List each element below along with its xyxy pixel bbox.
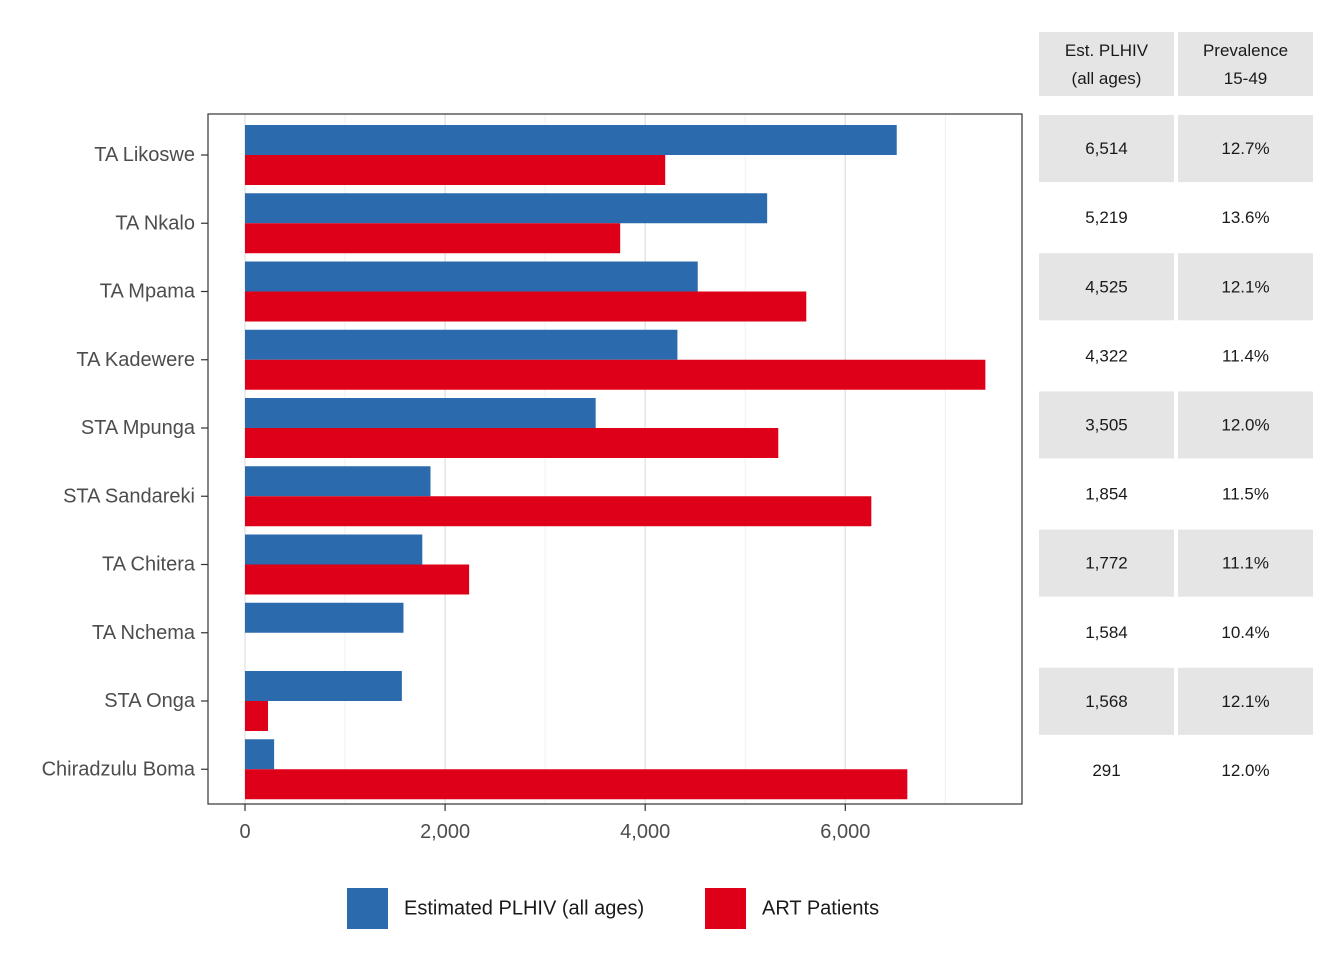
table-header-cell xyxy=(1039,32,1174,96)
y-tick-label: TA Likoswe xyxy=(94,144,195,166)
table-cell xyxy=(1039,115,1174,183)
y-tick-label: TA Nchema xyxy=(92,622,196,644)
table-value-plhiv: 1,584 xyxy=(1085,623,1128,642)
table-value-prevalence: 12.1% xyxy=(1221,277,1269,296)
bar-art xyxy=(245,496,872,527)
y-tick-label: STA Mpunga xyxy=(81,417,196,439)
bar-art xyxy=(245,223,621,254)
table-value-prevalence: 12.0% xyxy=(1221,415,1269,434)
bar-plhiv xyxy=(245,261,698,292)
table-value-prevalence: 12.1% xyxy=(1221,692,1269,711)
x-tick-label: 6,000 xyxy=(820,821,870,843)
table-cell xyxy=(1178,460,1313,528)
table-value-plhiv: 4,322 xyxy=(1085,346,1128,365)
table-value-plhiv: 5,219 xyxy=(1085,208,1128,227)
table-value-plhiv: 6,514 xyxy=(1085,139,1128,158)
bar-plhiv xyxy=(245,329,678,360)
table-cell xyxy=(1039,529,1174,597)
plot-border xyxy=(207,113,1023,805)
x-tick-label: 4,000 xyxy=(620,821,670,843)
bar-plhiv xyxy=(245,466,431,497)
table-value-prevalence: 13.6% xyxy=(1221,208,1269,227)
table-cell xyxy=(1039,460,1174,528)
y-axis: TA Likoswe TA Nkalo TA Mpama TA Kadewere STA… xyxy=(42,144,208,780)
bar-art xyxy=(245,564,470,595)
table-cell xyxy=(1039,736,1174,804)
table-cell xyxy=(1039,322,1174,390)
bars xyxy=(245,125,986,800)
table-cell xyxy=(1039,253,1174,321)
bar-plhiv xyxy=(245,739,275,770)
table-header-text: Est. PLHIV xyxy=(1065,41,1149,60)
table-value-prevalence: 11.5% xyxy=(1222,485,1269,504)
table-header-cell xyxy=(1178,32,1313,96)
table-cell xyxy=(1039,184,1174,252)
x-axis: 0 2,000 4,000 6,000 xyxy=(239,804,870,843)
x-tick-label: 2,000 xyxy=(420,821,470,843)
table-value-plhiv: 291 xyxy=(1092,761,1120,780)
bar-plhiv xyxy=(245,125,897,155)
table-cell xyxy=(1178,322,1313,390)
bar-plhiv xyxy=(245,671,402,701)
x-tick-label: 0 xyxy=(239,821,250,843)
table-value-plhiv: 1,772 xyxy=(1085,554,1128,573)
table-cell xyxy=(1178,115,1313,183)
table-cell xyxy=(1178,598,1313,666)
y-tick-label: STA Onga xyxy=(104,690,196,712)
bar-plhiv xyxy=(245,398,596,428)
table-value-prevalence: 12.7% xyxy=(1221,139,1269,158)
table-value-prevalence: 11.1% xyxy=(1222,554,1269,573)
table-cell xyxy=(1178,667,1313,735)
y-tick-label: Chiradzulu Boma xyxy=(42,758,196,780)
legend-label: Estimated PLHIV (all ages) xyxy=(404,898,644,920)
table-value-plhiv: 3,505 xyxy=(1085,415,1128,434)
legend-key xyxy=(705,888,746,929)
legend-key xyxy=(347,888,388,929)
y-tick-label: TA Mpama xyxy=(100,281,196,303)
table-cell xyxy=(1178,529,1313,597)
table-cell xyxy=(1039,391,1174,459)
y-tick-label: TA Nkalo xyxy=(115,212,195,234)
table-value-prevalence: 12.0% xyxy=(1221,761,1269,780)
legend-label: ART Patients xyxy=(762,898,879,920)
bar-art xyxy=(245,769,908,800)
bar-plhiv xyxy=(245,193,768,224)
y-tick-label: STA Sandareki xyxy=(63,485,195,507)
table-value-plhiv: 4,525 xyxy=(1085,277,1128,296)
table-header-text: Prevalence xyxy=(1203,41,1288,60)
table-cell xyxy=(1178,253,1313,321)
table-value-plhiv: 1,854 xyxy=(1085,485,1128,504)
table-value-prevalence: 10.4% xyxy=(1221,623,1269,642)
table-cell xyxy=(1178,391,1313,459)
bar-art xyxy=(245,701,269,731)
table-cell xyxy=(1178,736,1313,804)
stats-table: Est. PLHIV (all ages) Prevalence 15-49 6,514… xyxy=(1039,32,1313,804)
bar-art xyxy=(245,359,986,390)
table-cell xyxy=(1178,184,1313,252)
y-tick-label: TA Kadewere xyxy=(76,349,195,371)
table-cell xyxy=(1039,598,1174,666)
table-value-plhiv: 1,568 xyxy=(1085,692,1128,711)
table-header-text: (all ages) xyxy=(1072,69,1142,88)
bar-plhiv xyxy=(245,602,404,633)
table-header-text: 15-49 xyxy=(1224,69,1267,88)
table-value-prevalence: 11.4% xyxy=(1222,346,1269,365)
bar-art xyxy=(245,155,666,185)
y-tick-label: TA Chitera xyxy=(102,554,196,576)
legend: Estimated PLHIV (all ages) ART Patients xyxy=(347,888,879,929)
bar-plhiv xyxy=(245,534,423,565)
bar-art xyxy=(245,291,807,322)
bar-art xyxy=(245,428,779,458)
table-cell xyxy=(1039,667,1174,735)
